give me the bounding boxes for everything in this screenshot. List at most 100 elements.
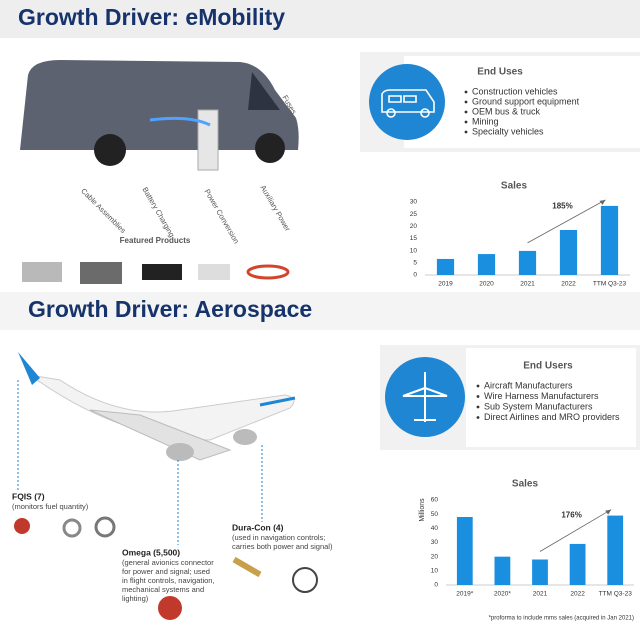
annotation-arrowhead: [605, 509, 612, 515]
footnote: *proforma to include mms sales (acquired…: [489, 616, 634, 622]
list-item: Sub System Manufacturers: [484, 401, 593, 411]
product: [246, 264, 290, 280]
product-desc: (used in navigation controls;: [232, 533, 325, 542]
product: [94, 516, 116, 538]
product-desc: carries both power and signal): [232, 542, 333, 551]
y-tick-label: 20: [431, 553, 439, 560]
list-item: Ground support equipment: [472, 96, 580, 106]
callout: Battery Charging: [141, 185, 177, 238]
bar: [532, 559, 548, 585]
product: [158, 596, 182, 620]
bar: [456, 517, 473, 585]
plane-fuselage: [29, 374, 295, 441]
annotation-arrow: [539, 509, 612, 552]
product: [198, 264, 230, 280]
product-desc: (monitors fuel quantity): [12, 502, 89, 511]
y-tick-label: 0: [434, 582, 438, 589]
title-band: [0, 0, 640, 38]
product: [14, 518, 30, 534]
x-tick-label: TTM Q3-23: [599, 591, 633, 598]
product: [142, 264, 182, 280]
bar: [569, 543, 586, 585]
callout: Power Conversion: [203, 187, 241, 245]
cable: [149, 116, 211, 127]
list-item: Aircraft Manufacturers: [484, 380, 573, 390]
charger: [197, 109, 219, 171]
product-desc: lighting): [122, 594, 149, 603]
chart-title: Sales: [512, 479, 539, 490]
bar: [518, 250, 537, 275]
y-tick-label: 40: [431, 525, 439, 532]
products: FQIS (7)(monitors fuel quantity) Omega (5…: [12, 491, 333, 603]
bar: [494, 556, 511, 585]
bar: [477, 254, 496, 275]
wheel: [255, 133, 285, 163]
y-tick-label: 20: [410, 223, 418, 230]
list-title: End Users: [523, 361, 573, 372]
icon-van: [420, 108, 430, 118]
annotation-arrowhead: [599, 199, 606, 205]
annotation-arrow: [527, 199, 606, 244]
y-tick-label: 0: [413, 272, 417, 279]
y-tick-label: 15: [410, 235, 418, 242]
x-tick-label: 2020: [479, 281, 494, 288]
y-tick-label: 50: [431, 511, 439, 518]
callout: Auxiliary Power: [259, 183, 293, 233]
bullet: [476, 384, 480, 388]
bar: [436, 258, 455, 275]
plane-engine: [166, 443, 194, 461]
product: [22, 262, 62, 282]
chart-title: Sales: [501, 181, 528, 192]
icon-van: [386, 108, 396, 118]
bar: [600, 205, 619, 275]
section-label: Featured Products: [120, 236, 191, 245]
bullet: [464, 120, 468, 124]
plane-tail: [18, 352, 40, 385]
product: [292, 567, 318, 593]
bar: [559, 229, 578, 275]
x-tick-label: TTM Q3-23: [593, 281, 627, 288]
product-name: Dura-Con (4): [232, 522, 284, 532]
plane-stripe: [259, 396, 296, 407]
slide-title: Growth Driver: Aerospace: [28, 296, 312, 322]
product-desc: in flight controls, navigation,: [122, 576, 215, 585]
y-axis-label: Millions: [419, 498, 426, 522]
list-item: Wire Harness Manufacturers: [484, 391, 599, 401]
bullet: [476, 395, 480, 398]
icon-plane: [402, 372, 448, 422]
list-item: OEM bus & truck: [472, 106, 541, 116]
van: [20, 60, 299, 150]
bullet: [476, 405, 480, 409]
bar: [607, 515, 624, 585]
product-name: Omega (5,500): [122, 547, 180, 557]
bullet: [464, 110, 468, 114]
y-tick-label: 10: [431, 568, 439, 575]
charts: Sales 0 5 10 15 20 25 30 2019 2020 2021 2022 TTM Q3-…: [410, 181, 634, 622]
x-tick-label: 2021: [520, 281, 535, 288]
list-item: Mining: [472, 116, 499, 126]
icon-van: [381, 89, 435, 113]
list-title: End Uses: [477, 67, 523, 78]
plane-wing: [89, 409, 232, 461]
x-tick-label: 2019: [438, 281, 453, 288]
y-tick-label: 10: [410, 247, 418, 254]
x-tick-label: 2022: [561, 281, 576, 288]
product-desc: mechanical systems and: [122, 585, 204, 594]
list-item: Specialty vehicles: [472, 126, 544, 136]
bullet: [464, 100, 468, 104]
x-tick-label: 2020*: [494, 591, 511, 598]
product: [62, 518, 82, 538]
plane-engine: [233, 429, 257, 445]
product-name: FQIS (7): [12, 491, 45, 501]
x-tick-label: 2022: [570, 591, 585, 598]
list-item: Construction vehicles: [472, 86, 558, 96]
van-window: [248, 72, 280, 110]
product-desc: (general avionics connector: [122, 558, 214, 567]
slide-title: Growth Driver: eMobility: [18, 4, 285, 30]
callout: Cable Assemblies: [79, 186, 128, 235]
title-band: [0, 292, 640, 330]
y-tick-label: 30: [410, 199, 418, 206]
x-tick-label: 2019*: [456, 591, 473, 598]
